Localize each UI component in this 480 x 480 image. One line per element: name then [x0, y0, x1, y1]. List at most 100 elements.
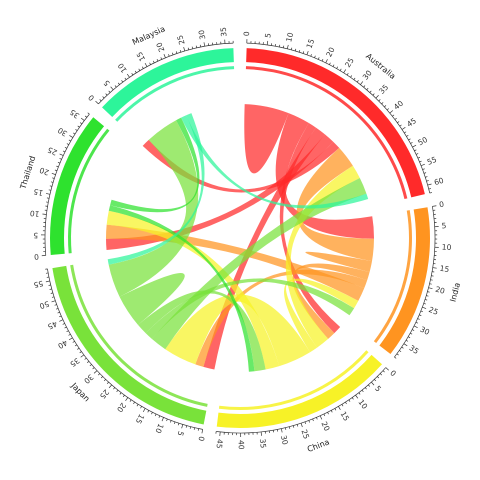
tick-japan [136, 404, 139, 407]
segment-thailand [50, 117, 105, 255]
tick-label-malaysia: 10 [116, 61, 129, 74]
tick-japan [108, 384, 112, 389]
tick-japan [98, 373, 101, 376]
tick-australia [384, 105, 387, 108]
tick-label-india: 25 [427, 305, 439, 317]
tick-thailand [62, 150, 66, 153]
tick-australia [392, 114, 395, 117]
group-segments [50, 48, 430, 428]
tick-australia [329, 62, 331, 65]
tick-japan [106, 381, 109, 384]
tick-australia [332, 64, 335, 67]
tick-label-japan: 10 [153, 422, 165, 435]
tick-thailand [72, 132, 76, 135]
tick-malaysia [124, 77, 127, 80]
tick-japan [92, 367, 95, 370]
tick-australia [372, 93, 375, 96]
tick-india [423, 302, 426, 305]
tick-australia [417, 156, 421, 159]
tick-label-thailand: 5 [33, 231, 38, 240]
tick-australia [369, 90, 372, 93]
tick-japan [79, 351, 82, 354]
tick-australia [428, 188, 431, 190]
tick-malaysia [187, 47, 190, 50]
tick-malaysia [131, 73, 134, 76]
tick-japan [140, 406, 142, 409]
segment-china [216, 354, 383, 428]
tick-australia [290, 47, 293, 50]
tick-india [432, 205, 437, 207]
tick-malaysia [138, 68, 141, 71]
tick-label-australia: 10 [284, 31, 295, 43]
tick-label-india: 35 [408, 343, 421, 356]
tick-malaysia [126, 73, 130, 78]
tick-australia [414, 149, 417, 152]
tick-label-australia: 55 [426, 155, 438, 167]
tick-india [396, 353, 399, 356]
tick-japan [68, 333, 71, 336]
tick-thailand [75, 129, 78, 131]
tick-thailand [77, 125, 80, 128]
tick-japan [72, 341, 75, 343]
tick-label-china: 30 [279, 434, 290, 445]
tick-china [382, 370, 385, 373]
tick-india [412, 329, 415, 331]
tick-japan [122, 394, 125, 398]
tick-label-australia: 0 [242, 31, 251, 36]
tick-india [426, 295, 429, 297]
tick-label-thailand: 35 [68, 107, 81, 120]
tick-india [427, 291, 430, 293]
tick-japan [129, 399, 132, 402]
tick-australia [363, 85, 366, 88]
tick-label-japan: 45 [46, 319, 59, 331]
tick-australia [427, 183, 432, 186]
tick-china [319, 415, 323, 420]
tick-japan [185, 425, 188, 428]
tick-label-australia: 15 [305, 37, 317, 49]
group-label-india: India [448, 282, 462, 303]
tick-thailand [56, 165, 59, 168]
segment-japan [52, 265, 207, 425]
tick-china [358, 392, 361, 395]
tick-india [410, 332, 413, 335]
tick-india [394, 356, 397, 359]
tick-japan [133, 401, 135, 405]
link-china-japan [165, 294, 311, 367]
tick-australia [401, 126, 406, 130]
tick-label-china: 45 [215, 439, 225, 450]
tick-malaysia [175, 51, 178, 54]
tick-china [296, 424, 299, 427]
tick-india [413, 325, 418, 329]
tick-japan [181, 424, 184, 429]
tick-japan [116, 389, 119, 393]
tick-china [364, 387, 367, 390]
tick-thailand [57, 161, 61, 164]
tick-label-malaysia: 20 [154, 41, 166, 53]
tick-label-australia: 30 [361, 68, 374, 81]
tick-japan [59, 319, 64, 322]
link-thailand-malaysia [110, 117, 200, 213]
tick-malaysia [108, 90, 111, 93]
tick-china [371, 381, 375, 386]
tick-australia [408, 138, 411, 141]
link-australia-japan [203, 127, 325, 370]
tick-australia [298, 49, 301, 53]
tick-label-japan: 35 [68, 356, 81, 369]
tick-malaysia [160, 57, 163, 60]
link-malaysia-japan [107, 113, 205, 265]
tick-thailand [50, 181, 54, 183]
tick-label-thailand: 15 [32, 187, 44, 198]
link-india-india [305, 251, 372, 273]
tick-australia [429, 192, 432, 194]
link-china-india [283, 278, 359, 353]
tick-malaysia [117, 82, 120, 85]
tick-japan [147, 410, 150, 413]
tick-malaysia [114, 85, 117, 88]
tick-australia [286, 44, 289, 49]
tick-japan [62, 323, 65, 325]
tick-malaysia [144, 62, 148, 67]
tick-japan [48, 284, 51, 286]
tick-japan [89, 364, 92, 367]
tick-china [304, 421, 307, 425]
tick-label-china: 10 [356, 398, 369, 411]
